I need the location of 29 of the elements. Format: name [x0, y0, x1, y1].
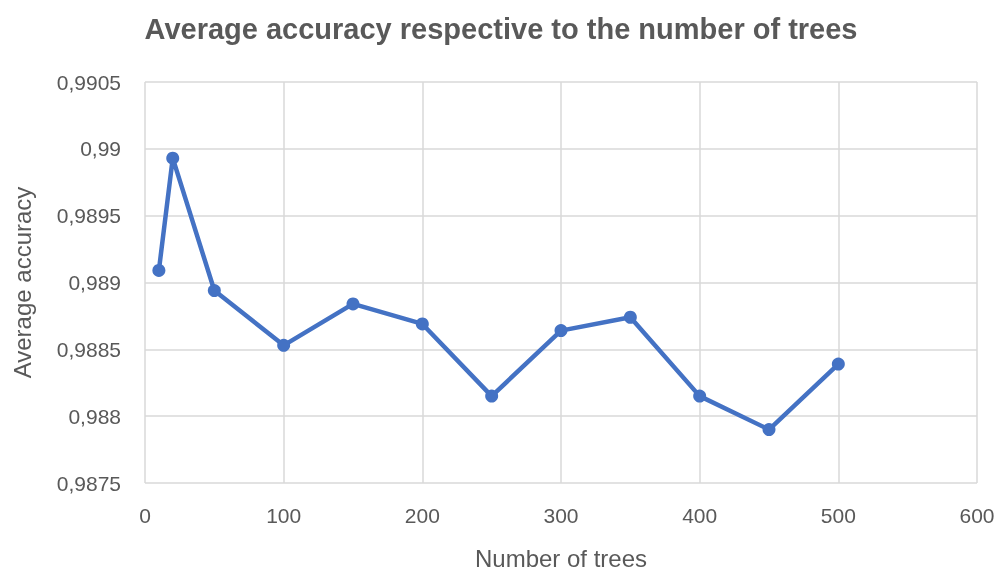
y-tick-label: 0,9905 — [56, 70, 121, 94]
point — [415, 317, 429, 331]
y-axis-title: Average accuracy — [8, 186, 36, 379]
point — [277, 338, 291, 352]
x-tick-label: 300 — [543, 504, 579, 527]
point — [693, 389, 707, 403]
point — [152, 263, 166, 277]
x-tick-label: 0 — [139, 504, 151, 527]
y-tick-label: 0,99 — [80, 137, 121, 161]
point — [831, 357, 845, 371]
y-tick-label: 0,9875 — [56, 471, 121, 495]
y-tick-label: 0,9895 — [56, 204, 121, 228]
point — [485, 389, 499, 403]
point — [166, 151, 180, 165]
point — [762, 423, 776, 437]
x-tick-label: 600 — [959, 504, 995, 527]
y-tick-label: 0,989 — [68, 271, 121, 294]
x-tick-label: 500 — [820, 504, 856, 527]
point — [623, 310, 637, 324]
x-axis-title: Number of trees — [474, 544, 648, 572]
point — [554, 324, 568, 338]
point — [207, 284, 221, 298]
y-tick-label: 0,988 — [68, 404, 121, 428]
x-tick-label: 400 — [682, 504, 718, 527]
y-tick-label: 0,9885 — [56, 337, 121, 361]
chart-title: Average accuracy respective to the number of trees — [144, 12, 858, 45]
x-tick-label: 100 — [266, 504, 302, 527]
x-tick-label: 200 — [404, 504, 440, 527]
point — [346, 297, 360, 311]
